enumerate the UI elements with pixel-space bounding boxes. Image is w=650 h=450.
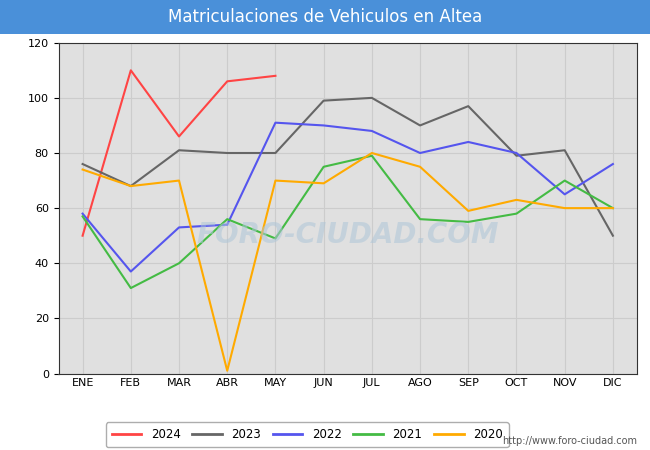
Text: http://www.foro-ciudad.com: http://www.foro-ciudad.com bbox=[502, 436, 637, 446]
Legend: 2024, 2023, 2022, 2021, 2020: 2024, 2023, 2022, 2021, 2020 bbox=[106, 423, 509, 447]
Text: Matriculaciones de Vehiculos en Altea: Matriculaciones de Vehiculos en Altea bbox=[168, 8, 482, 26]
Text: FORO-CIUDAD.COM: FORO-CIUDAD.COM bbox=[196, 220, 499, 248]
